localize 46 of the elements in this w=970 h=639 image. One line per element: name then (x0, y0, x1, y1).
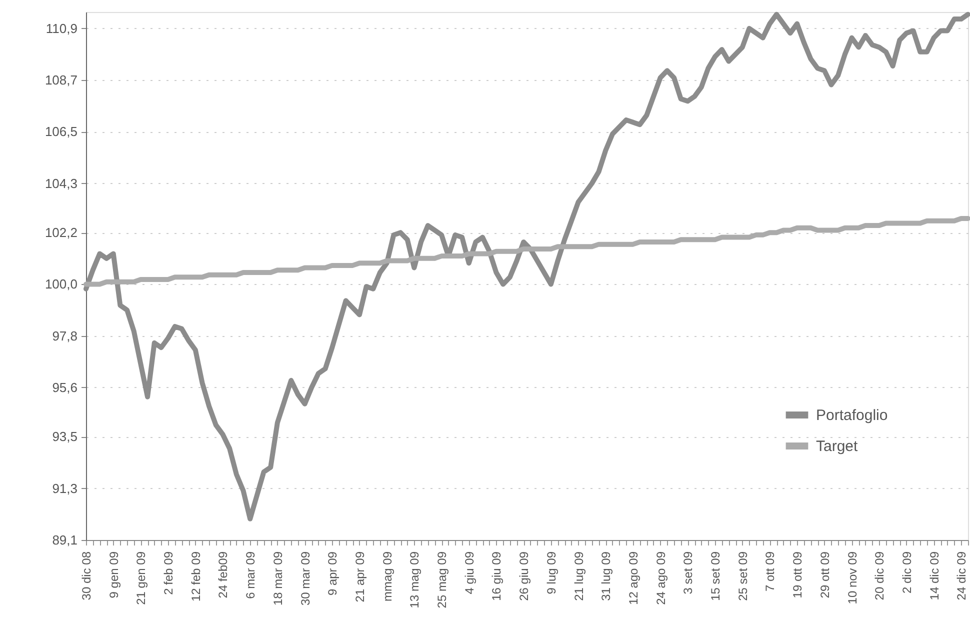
y-tick-label: 102,2 (44, 225, 78, 240)
x-tick-label: 4 giu 09 (462, 551, 476, 594)
x-tick-label: 20 dic 09 (872, 551, 887, 600)
x-tick-label: 16 giu 09 (490, 551, 504, 601)
y-tick-label: 104,3 (44, 176, 78, 191)
y-tick-label: 91,3 (52, 480, 78, 496)
y-tick-label: 110,9 (46, 20, 78, 36)
x-tick-label: 29 ott 09 (818, 551, 832, 598)
legend-label: Target (816, 438, 859, 455)
x-tick-label: 25 mag 09 (435, 551, 450, 608)
x-tick-label: 24 dic 09 (954, 551, 969, 600)
x-tick-label: 2 dic 09 (900, 551, 914, 594)
x-tick-label: 2 feb 09 (162, 551, 176, 595)
x-tick-label: 21 apr 09 (352, 551, 367, 602)
legend-label: Portafoglio (816, 407, 888, 424)
x-tick-label: 19 ott 09 (790, 551, 805, 598)
x-tick-label: 14 dic 09 (927, 551, 942, 600)
x-tick-label: 9 gen 09 (106, 551, 121, 598)
x-tick-label: 30 mar 09 (298, 551, 312, 606)
x-tick-label: 12 ago 09 (626, 551, 640, 605)
y-tick-label: 106,5 (44, 124, 78, 140)
x-tick-label: 13 mag 09 (408, 551, 422, 608)
x-tick-label: 18 mar 09 (270, 551, 285, 606)
x-tick-label: 25 set 09 (736, 551, 750, 601)
x-tick-label: 9 lug 09 (544, 551, 558, 594)
x-tick-label: 26 giu 09 (517, 551, 532, 601)
x-tick-label: 30 dic 08 (80, 551, 94, 600)
x-tick-label: 21 lug 09 (572, 551, 586, 601)
x-tick-label: 12 feb 09 (188, 551, 203, 602)
x-tick-label: 15 set 09 (708, 551, 723, 601)
x-tick-label: 24 ago 09 (654, 551, 668, 605)
y-tick-label: 108,7 (44, 72, 78, 88)
x-tick-label: 6 mar 09 (244, 551, 258, 599)
y-tick-label: 95,6 (52, 380, 78, 395)
x-tick-label: mmag 09 (380, 551, 394, 602)
x-tick-label: 10 nov 09 (845, 551, 860, 604)
x-tick-label: 9 apr 09 (326, 551, 340, 596)
x-tick-label: 24 feb09 (216, 551, 230, 598)
y-tick-label: 97,8 (52, 328, 78, 344)
x-tick-label: 21 gen 09 (134, 551, 148, 605)
y-tick-label: 89,1 (52, 532, 78, 548)
y-tick-label: 93,5 (52, 429, 78, 444)
y-tick-label: 100,0 (44, 276, 78, 292)
x-tick-label: 7 ott 09 (763, 551, 778, 592)
x-tick-label: 31 lug 09 (599, 551, 614, 601)
x-tick-label: 3 set 09 (681, 551, 696, 594)
